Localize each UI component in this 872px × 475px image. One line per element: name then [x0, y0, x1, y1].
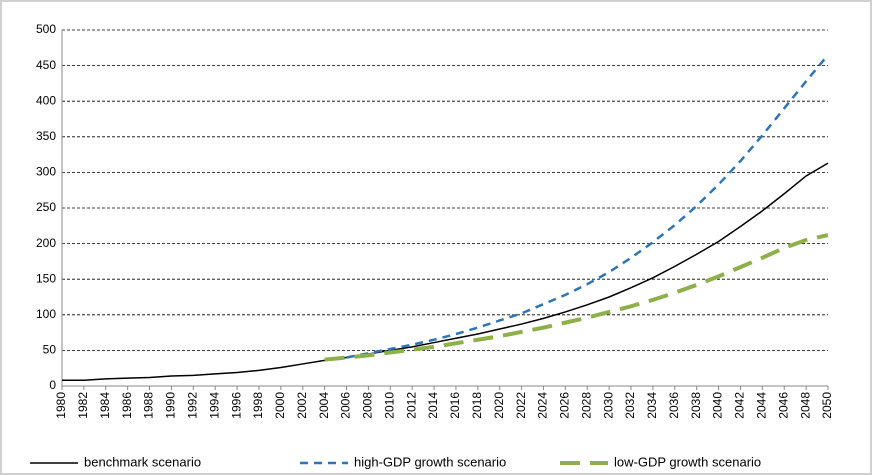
- x-tick-label: 2020: [492, 392, 506, 419]
- x-tick-label: 2018: [470, 392, 484, 419]
- x-tick-label: 1984: [98, 392, 112, 419]
- x-tick-label: 1986: [120, 392, 134, 419]
- x-tick-label: 2002: [295, 392, 309, 419]
- y-tick-label: 50: [43, 343, 57, 357]
- x-tick-label: 2006: [339, 392, 353, 419]
- x-tick-label: 2008: [361, 392, 375, 419]
- x-tick-label: 2042: [733, 392, 747, 419]
- y-tick-label: 500: [36, 22, 56, 36]
- series-line: [62, 162, 829, 382]
- y-tick-label: 300: [36, 165, 56, 179]
- x-tick-label: 2030: [601, 392, 615, 419]
- x-tick-label: 1992: [185, 392, 199, 419]
- x-tick-label: 1982: [76, 392, 90, 419]
- x-tick-label: 2040: [711, 392, 725, 419]
- x-tick-label: 2036: [667, 392, 681, 419]
- series-line: [324, 233, 829, 362]
- legend-label: high-GDP growth scenario: [354, 454, 506, 469]
- x-tick-label: 1998: [251, 392, 265, 419]
- y-tick-label: 150: [36, 271, 56, 285]
- x-tick-label: 2038: [689, 392, 703, 419]
- x-tick-label: 2034: [645, 392, 659, 419]
- x-tick-label: 1994: [207, 392, 221, 419]
- legend-label: benchmark scenario: [84, 454, 201, 469]
- x-tick-label: 2004: [317, 392, 331, 419]
- x-tick-label: 2050: [820, 392, 834, 419]
- x-tick-label: 2028: [579, 392, 593, 419]
- x-tick-label: 2032: [623, 392, 637, 419]
- y-tick-label: 450: [36, 58, 56, 72]
- x-tick-label: 1990: [164, 392, 178, 419]
- x-tick-label: 2026: [558, 392, 572, 419]
- x-tick-label: 2012: [404, 392, 418, 419]
- x-tick-label: 1996: [229, 392, 243, 419]
- y-tick-label: 250: [36, 200, 56, 214]
- legend-label: low-GDP growth scenario: [614, 454, 761, 469]
- x-tick-label: 2046: [776, 392, 790, 419]
- series-line: [346, 54, 829, 359]
- x-tick-label: 2010: [382, 392, 396, 419]
- x-tick-label: 2044: [755, 392, 769, 419]
- x-tick-label: 2000: [273, 392, 287, 419]
- y-tick-label: 350: [36, 129, 56, 143]
- x-tick-label: 2024: [536, 392, 550, 419]
- x-tick-label: 2048: [798, 392, 812, 419]
- x-tick-label: 1988: [142, 392, 156, 419]
- y-tick-label: 200: [36, 236, 56, 250]
- x-tick-label: 1980: [54, 392, 68, 419]
- y-tick-label: 0: [49, 378, 56, 392]
- x-tick-label: 2016: [448, 392, 462, 419]
- x-tick-label: 2022: [514, 392, 528, 419]
- y-tick-label: 100: [36, 307, 56, 321]
- y-tick-label: 400: [36, 93, 56, 107]
- x-tick-label: 2014: [426, 392, 440, 419]
